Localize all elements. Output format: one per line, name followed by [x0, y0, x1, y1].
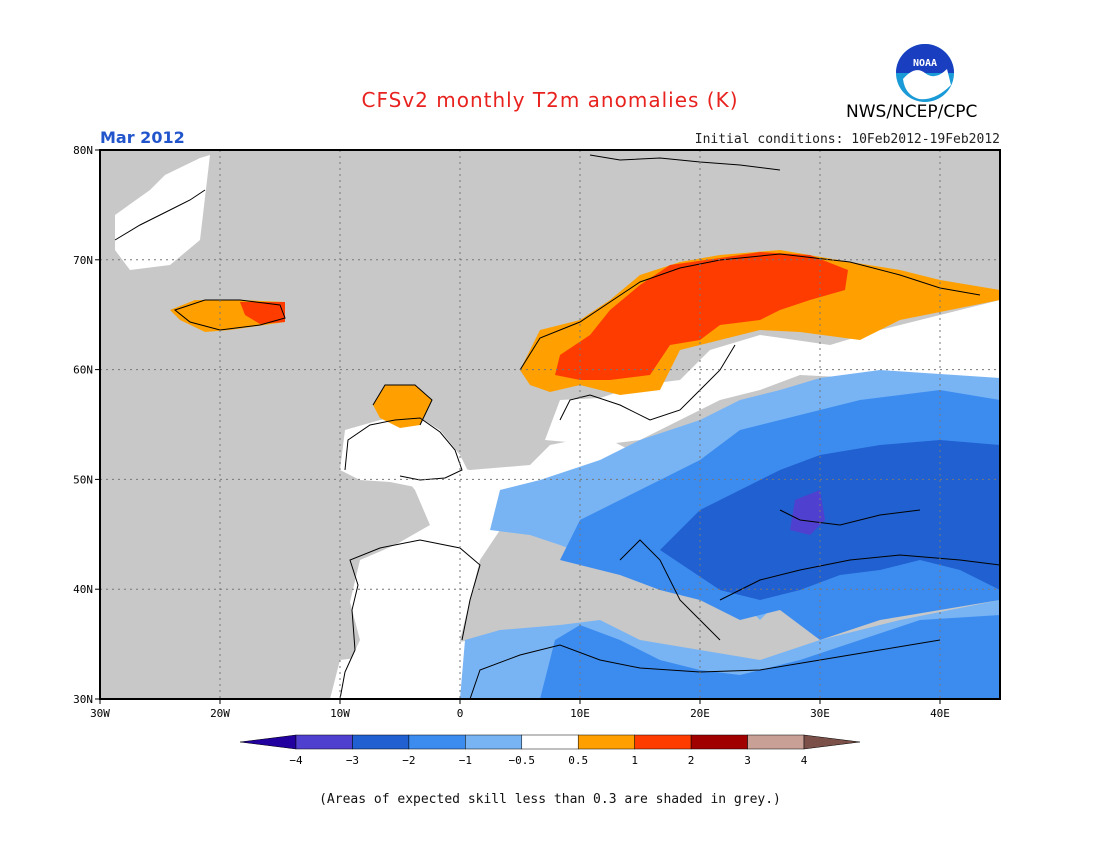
lat-tick-label: 40N [73, 583, 93, 596]
lon-tick-label: 40E [930, 707, 950, 720]
skill-note: (Areas of expected skill less than 0.3 a… [319, 792, 781, 807]
colorbar-swatch [352, 734, 410, 750]
map-frame [99, 149, 1001, 700]
colorbar-label: 0.5 [568, 754, 588, 767]
very-warm-scandinavia [555, 252, 848, 380]
very-cold-ukraine-russia [660, 440, 1000, 600]
colorbar: −4 −3 −2 −1 −0.5 0.5 1 2 3 4 [239, 734, 861, 767]
graticule [100, 150, 1000, 699]
axis-ticks: 30W 20W 10W 0 10E 20E 30E 40E 30N 40N 50N 60N 70N 80N [73, 144, 950, 720]
colorbar-label: −2 [402, 754, 415, 767]
colorbar-swatch [521, 734, 579, 750]
lon-tick-label: 20E [690, 707, 710, 720]
colorbar-swatch [295, 734, 353, 750]
organization-label: NWS/NCEP/CPC [846, 102, 978, 122]
lon-tick-label: 20W [210, 707, 230, 720]
colorbar-label: −4 [289, 754, 303, 767]
lon-tick-label: 30W [90, 707, 110, 720]
colorbar-swatch [747, 734, 805, 750]
cold-north-africa-east [540, 615, 1000, 699]
noaa-logo-icon: NOAA [896, 44, 954, 102]
initial-conditions: Initial conditions: 10Feb2012-19Feb2012 [694, 132, 1000, 147]
colorbar-swatch [634, 734, 692, 750]
lon-tick-label: 10E [570, 707, 590, 720]
forecast-month: Mar 2012 [100, 128, 185, 147]
colorbar-label: 2 [688, 754, 695, 767]
colorbar-label: −3 [346, 754, 359, 767]
very-warm-iceland [240, 302, 285, 324]
map-title: CFSv2 monthly T2m anomalies (K) [361, 88, 739, 112]
lon-tick-label: 0 [457, 707, 464, 720]
colorbar-swatch [408, 734, 466, 750]
colorbar-label: 4 [801, 754, 808, 767]
lat-tick-label: 50N [73, 473, 93, 486]
near-normal-western-europe [340, 435, 640, 699]
noaa-logo-text: NOAA [913, 58, 937, 69]
lat-tick-label: 70N [73, 254, 93, 267]
colorbar-label: 3 [744, 754, 751, 767]
lon-tick-label: 30E [810, 707, 830, 720]
colorbar-label: 1 [631, 754, 638, 767]
lat-tick-label: 80N [73, 144, 93, 157]
colorbar-high-arrow [803, 734, 861, 750]
near-normal-africa [330, 640, 470, 699]
colorbar-low-arrow [239, 734, 297, 750]
warm-scotland-orange [373, 385, 432, 428]
colorbar-label: −1 [459, 754, 472, 767]
colorbar-swatch [690, 734, 748, 750]
near-normal-uk [340, 415, 470, 490]
colorbar-swatch [577, 734, 635, 750]
near-normal-greenland [115, 155, 210, 270]
lat-tick-label: 60N [73, 364, 93, 377]
colorbar-swatch [465, 734, 523, 750]
near-normal-scandinavia-south [545, 300, 1000, 445]
extreme-cold-core [790, 490, 825, 535]
colorbar-label: −0.5 [509, 754, 536, 767]
lon-tick-label: 10W [330, 707, 350, 720]
lat-tick-label: 30N [73, 693, 93, 706]
